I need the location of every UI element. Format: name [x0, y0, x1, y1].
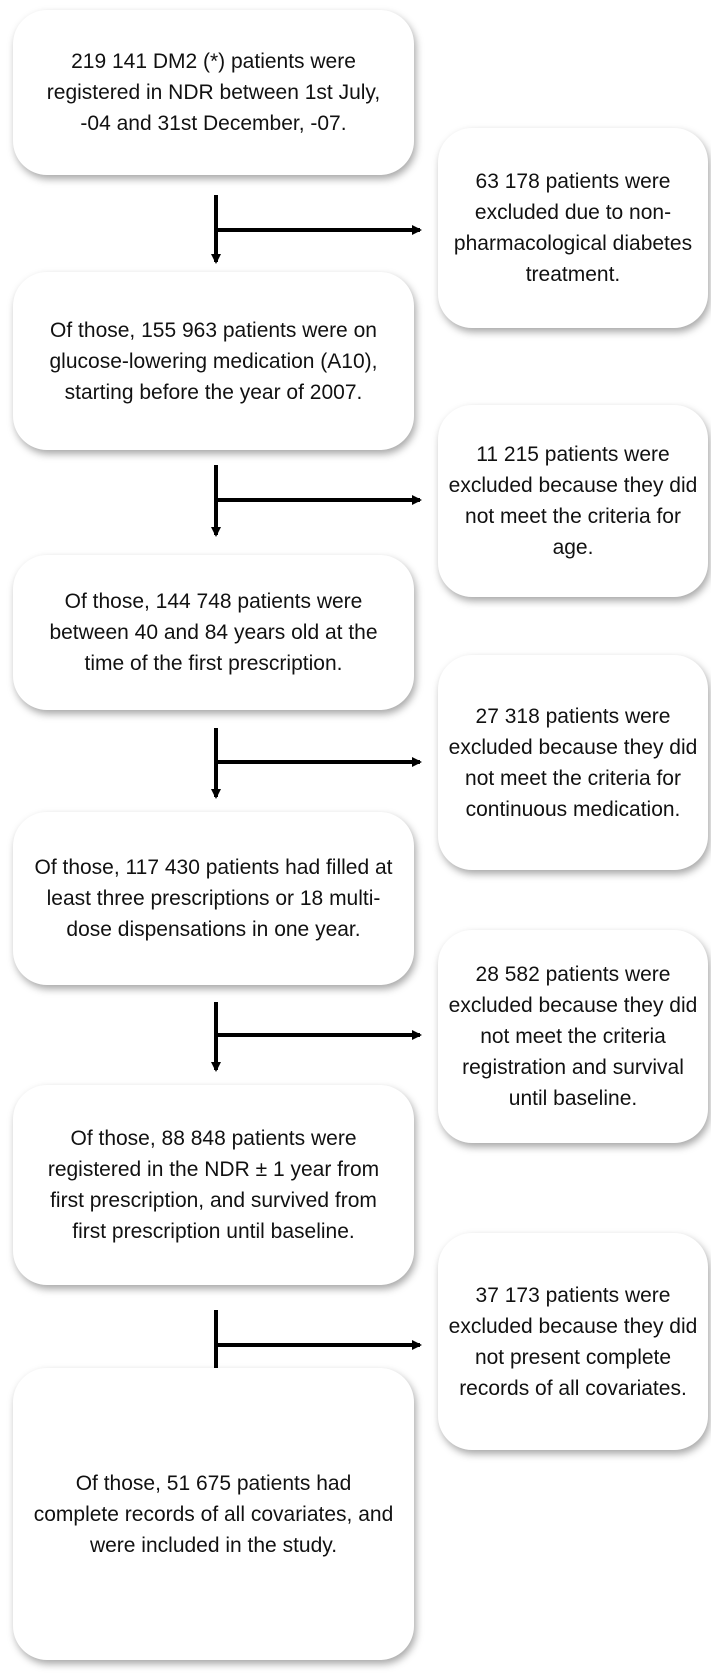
exclusion-box-text: 28 582 patients were excluded because th… [448, 963, 698, 1110]
exclusion-box: 11 215 patients were excluded because th… [438, 405, 708, 597]
step-box-text: Of those, 155 963 patients were on gluco… [49, 318, 378, 404]
step-box: 219 141 DM2 (*) patients were registered… [13, 10, 414, 175]
exclusion-box: 63 178 patients were excluded due to non… [438, 128, 708, 328]
exclusion-box: 27 318 patients were excluded because th… [438, 655, 708, 870]
step-box: Of those, 117 430 patients had filled at… [13, 812, 414, 985]
step-box: Of those, 51 675 patients had complete r… [13, 1368, 414, 1660]
step-box-text: Of those, 117 430 patients had filled at… [34, 856, 393, 941]
step-box-text: 219 141 DM2 (*) patients were registered… [46, 50, 381, 135]
exclusion-box: 37 173 patients were excluded because th… [438, 1233, 708, 1450]
exclusion-box-text: 37 173 patients were excluded because th… [448, 1283, 698, 1400]
step-box-text: Of those, 144 748 patients were between … [49, 590, 378, 675]
exclusion-box-text: 27 318 patients were excluded because th… [448, 704, 698, 821]
step-box: Of those, 144 748 patients were between … [13, 555, 414, 710]
step-box: Of those, 88 848 patients were registere… [13, 1085, 414, 1285]
step-box-text: Of those, 51 675 patients had complete r… [33, 1471, 394, 1557]
exclusion-box-text: 11 215 patients were excluded because th… [448, 443, 698, 559]
exclusion-box-text: 63 178 patients were excluded due to non… [453, 170, 693, 286]
step-box-text: Of those, 88 848 patients were registere… [47, 1127, 380, 1243]
step-box: Of those, 155 963 patients were on gluco… [13, 272, 414, 450]
exclusion-box: 28 582 patients were excluded because th… [438, 930, 708, 1143]
